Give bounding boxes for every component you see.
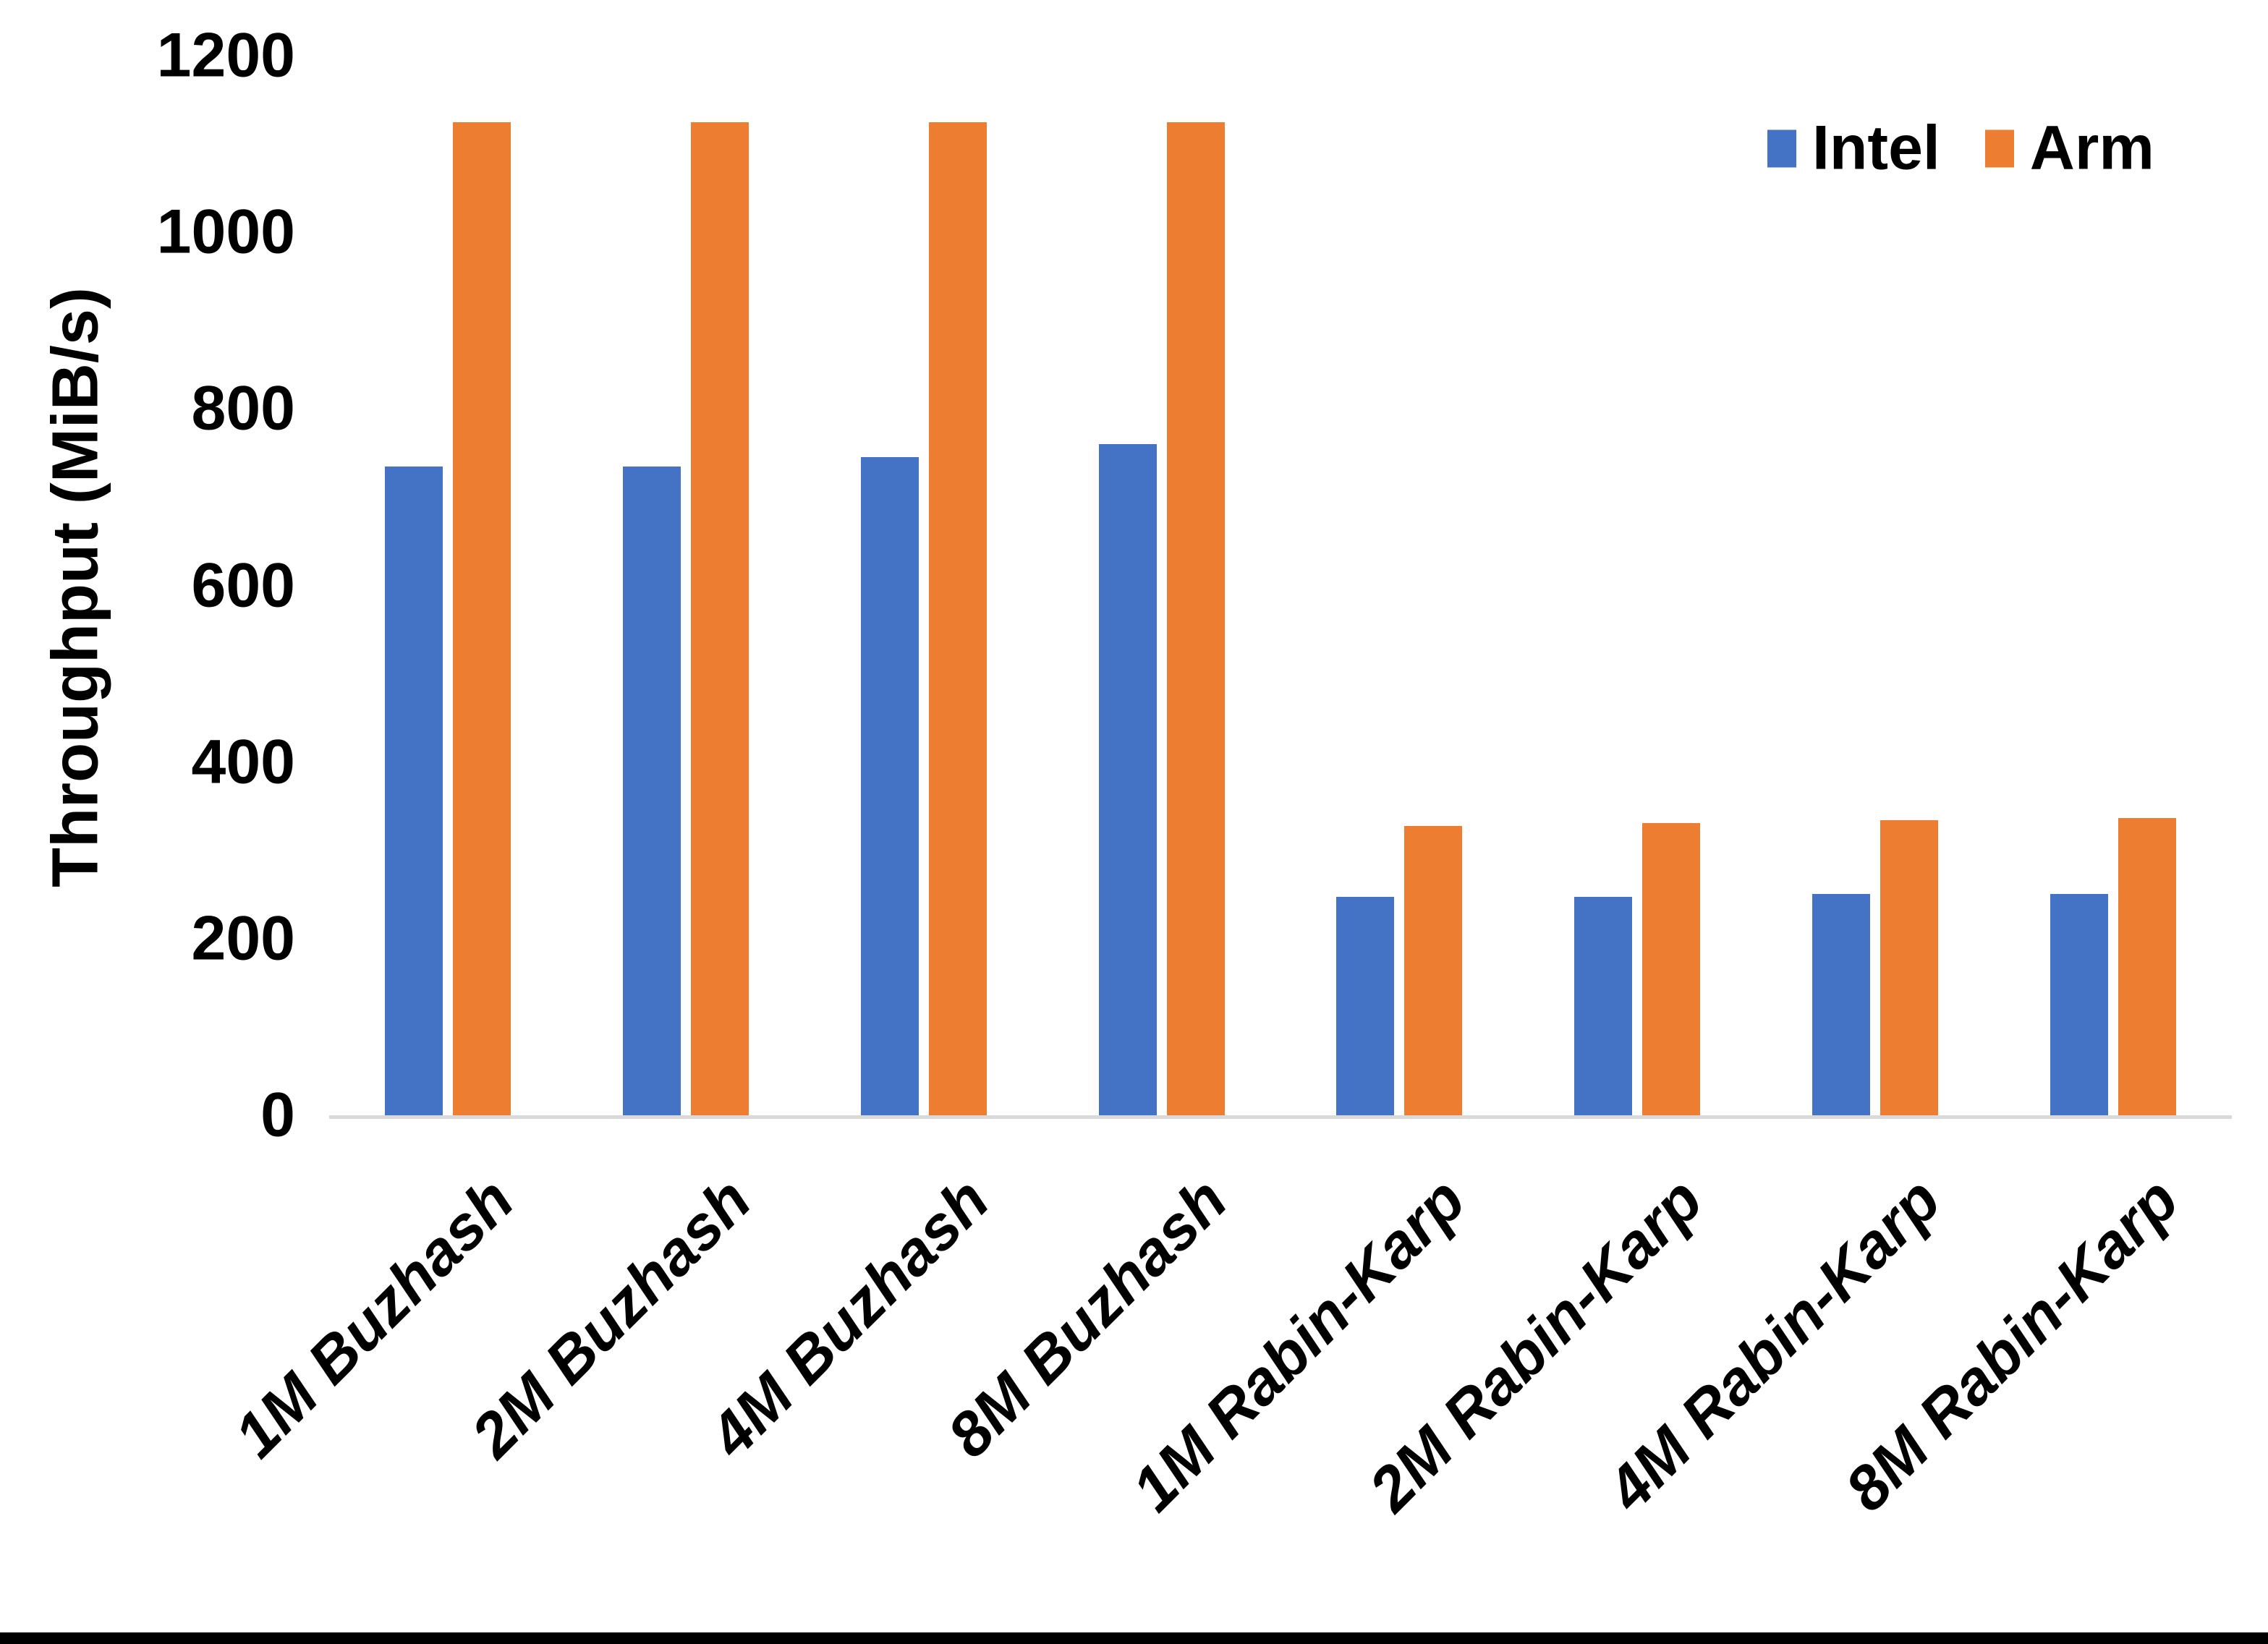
bar-intel-1m-buzhash <box>385 466 443 1115</box>
legend: Intel Arm <box>1767 113 2154 184</box>
bar-intel-4m-buzhash <box>860 457 919 1115</box>
bar-intel-1m-rabin-karp <box>1336 897 1395 1115</box>
y-tick-label-800: 800 <box>191 373 296 443</box>
y-axis-title: Throughput (MiB/s) <box>39 287 112 887</box>
bar-arm-2m-buzhash <box>691 122 749 1115</box>
bar-intel-2m-rabin-karp <box>1574 897 1633 1115</box>
bar-intel-2m-buzhash <box>623 466 681 1115</box>
bar-arm-8m-buzhash <box>1166 122 1225 1115</box>
y-tick-label-400: 400 <box>191 727 296 797</box>
bottom-border-bar <box>0 1632 2268 1644</box>
legend-item-arm: Arm <box>1984 113 2154 184</box>
bar-arm-2m-rabin-karp <box>1642 822 1701 1115</box>
bar-intel-8m-buzhash <box>1098 444 1157 1115</box>
x-axis-line <box>329 1115 2232 1119</box>
bar-intel-8m-rabin-karp <box>2050 893 2108 1115</box>
legend-label-intel: Intel <box>1812 113 1940 183</box>
legend-item-intel: Intel <box>1767 113 1940 184</box>
y-tick-label-0: 0 <box>260 1080 295 1150</box>
y-tick-label-200: 200 <box>191 903 296 974</box>
bar-arm-1m-buzhash <box>453 122 511 1115</box>
legend-label-arm: Arm <box>2029 113 2154 183</box>
bar-arm-8m-rabin-karp <box>2118 817 2176 1115</box>
bar-arm-4m-rabin-karp <box>1880 820 1938 1115</box>
bar-intel-4m-rabin-karp <box>1812 893 1870 1115</box>
arm-series-swatch <box>1984 129 2014 167</box>
y-tick-label-600: 600 <box>191 550 296 620</box>
intel-series-swatch <box>1767 129 1796 167</box>
y-tick-label-1000: 1000 <box>156 197 295 267</box>
y-tick-label-1200: 1200 <box>156 20 295 90</box>
bar-arm-1m-rabin-karp <box>1404 825 1463 1115</box>
bar-arm-4m-buzhash <box>928 122 987 1115</box>
